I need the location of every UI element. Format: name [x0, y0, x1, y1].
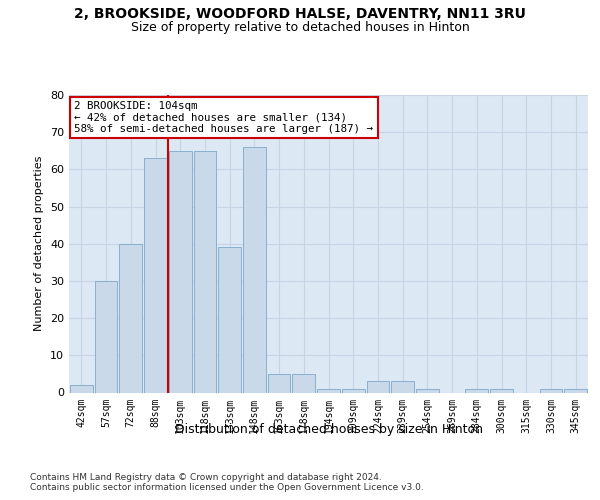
Bar: [292, 374, 315, 392]
Bar: [539, 389, 562, 392]
Bar: [70, 385, 93, 392]
Y-axis label: Number of detached properties: Number of detached properties: [34, 156, 44, 332]
Bar: [218, 248, 241, 392]
Text: 2 BROOKSIDE: 104sqm
← 42% of detached houses are smaller (134)
58% of semi-detac: 2 BROOKSIDE: 104sqm ← 42% of detached ho…: [74, 101, 373, 134]
Bar: [391, 382, 414, 392]
Bar: [490, 389, 513, 392]
Text: Contains HM Land Registry data © Crown copyright and database right 2024.: Contains HM Land Registry data © Crown c…: [30, 472, 382, 482]
Text: Size of property relative to detached houses in Hinton: Size of property relative to detached ho…: [131, 21, 469, 34]
Bar: [243, 147, 266, 392]
Bar: [416, 389, 439, 392]
Bar: [144, 158, 167, 392]
Text: Distribution of detached houses by size in Hinton: Distribution of detached houses by size …: [175, 422, 483, 436]
Bar: [342, 389, 365, 392]
Bar: [95, 281, 118, 392]
Text: Contains public sector information licensed under the Open Government Licence v3: Contains public sector information licen…: [30, 484, 424, 492]
Bar: [194, 151, 216, 392]
Bar: [317, 389, 340, 392]
Text: 2, BROOKSIDE, WOODFORD HALSE, DAVENTRY, NN11 3RU: 2, BROOKSIDE, WOODFORD HALSE, DAVENTRY, …: [74, 8, 526, 22]
Bar: [564, 389, 587, 392]
Bar: [466, 389, 488, 392]
Bar: [367, 382, 389, 392]
Bar: [119, 244, 142, 392]
Bar: [169, 151, 191, 392]
Bar: [268, 374, 290, 392]
